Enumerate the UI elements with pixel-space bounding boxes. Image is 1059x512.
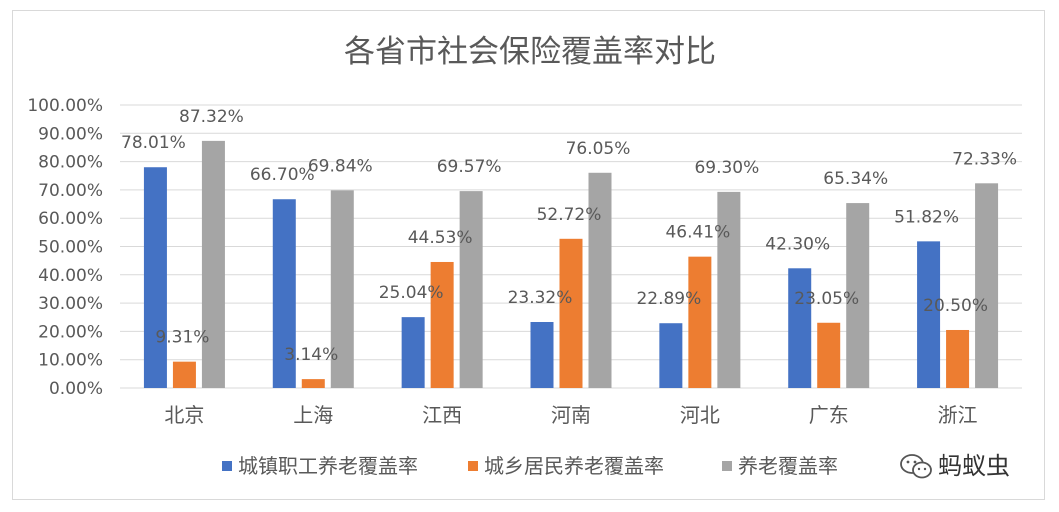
legend-label: 城乡居民养老覆盖率 xyxy=(484,454,664,478)
data-label-layer: 78.01% 9.31% 87.32% 66.70% 3.14% 69.84% 25.04%… xyxy=(121,107,1017,365)
legend-swatch xyxy=(468,461,478,471)
bar-1 xyxy=(401,317,425,388)
x-category-label: 北京 xyxy=(164,403,204,427)
data-label: 23.32% xyxy=(508,288,573,308)
bar-1 xyxy=(788,268,812,388)
data-label: 51.82% xyxy=(894,207,959,227)
chart-title: 各省市社会保险覆盖率对比 xyxy=(344,34,716,70)
wechat-icon xyxy=(900,454,932,479)
data-label: 46.41% xyxy=(665,223,730,243)
bar-3 xyxy=(588,172,612,388)
bar-1 xyxy=(530,322,554,388)
data-label: 65.34% xyxy=(823,169,888,189)
y-axis-ticks: 0.00% 10.00% 20.00% 30.00% 40.00% 50.00% 60.00… xyxy=(27,96,103,399)
y-tick-label: 100.00% xyxy=(27,96,103,116)
data-label: 22.89% xyxy=(636,289,701,309)
y-tick-label: 80.00% xyxy=(38,153,103,173)
bar-2 xyxy=(946,329,970,388)
y-tick-label: 70.00% xyxy=(38,181,103,201)
legend-swatch xyxy=(722,461,732,471)
x-category-label: 河北 xyxy=(680,403,720,427)
y-tick-label: 30.00% xyxy=(38,294,103,314)
x-category-label: 河南 xyxy=(551,403,591,427)
x-axis-categories: 北京 上海 江西 河南 河北 广东 浙江 xyxy=(164,403,977,427)
data-label: 25.04% xyxy=(379,283,444,303)
data-label: 9.31% xyxy=(155,328,209,348)
data-label: 78.01% xyxy=(121,133,186,153)
y-tick-label: 10.00% xyxy=(38,351,103,371)
data-label: 69.57% xyxy=(437,157,502,177)
bar-2 xyxy=(559,238,583,388)
bar-3 xyxy=(975,183,999,388)
data-label: 72.33% xyxy=(952,149,1017,169)
bar-layer xyxy=(143,140,999,388)
y-tick-label: 90.00% xyxy=(38,124,103,144)
data-label: 3.14% xyxy=(284,345,338,365)
bar-1 xyxy=(917,241,941,388)
bar-2 xyxy=(430,261,454,388)
x-category-label: 浙江 xyxy=(938,403,978,427)
y-tick-label: 0.00% xyxy=(49,379,103,399)
x-category-label: 广东 xyxy=(809,403,849,427)
data-label: 20.50% xyxy=(923,296,988,316)
y-tick-label: 60.00% xyxy=(38,209,103,229)
legend-label: 城镇职工养老覆盖率 xyxy=(238,454,418,478)
data-label: 42.30% xyxy=(765,234,830,254)
bar-3 xyxy=(459,191,483,388)
y-tick-label: 20.00% xyxy=(38,322,103,342)
y-tick-label: 40.00% xyxy=(38,266,103,286)
grid-layer xyxy=(120,104,1022,389)
chart-frame xyxy=(12,10,1045,500)
bar-2 xyxy=(688,256,712,388)
legend-swatch xyxy=(222,461,232,471)
data-label: 23.05% xyxy=(794,289,859,309)
x-category-label: 江西 xyxy=(422,403,462,427)
data-label: 66.70% xyxy=(250,165,315,185)
data-label: 69.30% xyxy=(694,158,759,178)
bar-2 xyxy=(817,322,841,388)
bar-2 xyxy=(172,361,196,388)
y-tick-label: 50.00% xyxy=(38,238,103,258)
bar-3 xyxy=(846,203,870,388)
data-label: 69.84% xyxy=(308,156,373,176)
bar-3 xyxy=(717,191,741,388)
x-category-label: 上海 xyxy=(293,403,333,427)
data-label: 76.05% xyxy=(566,139,631,159)
bar-2 xyxy=(301,379,325,388)
legend: 城镇职工养老覆盖率 城乡居民养老覆盖率 养老覆盖率 xyxy=(222,454,838,478)
bar-1 xyxy=(659,323,683,388)
data-label: 44.53% xyxy=(408,228,473,248)
legend-label: 养老覆盖率 xyxy=(738,454,838,478)
bar-3 xyxy=(330,190,354,388)
data-label: 87.32% xyxy=(179,107,244,127)
watermark-text: 蚂蚁虫 xyxy=(938,452,1010,480)
watermark: 蚂蚁虫 xyxy=(900,452,1010,480)
bar-1 xyxy=(272,199,296,388)
bar-3 xyxy=(201,140,225,388)
bar-1 xyxy=(143,167,167,388)
data-label: 52.72% xyxy=(537,205,602,225)
